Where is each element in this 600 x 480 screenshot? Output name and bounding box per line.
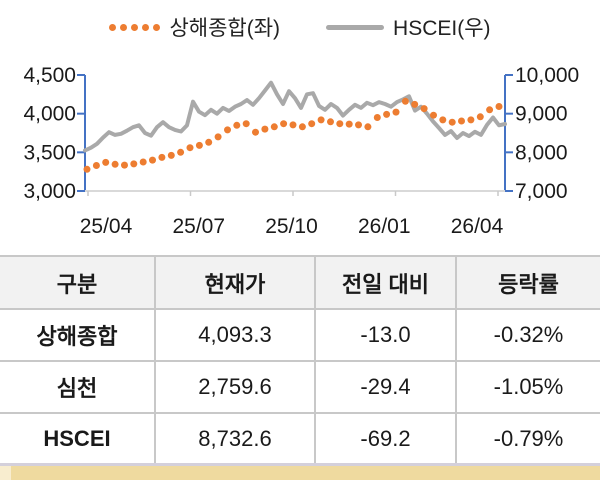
legend-item-hscei: HSCEI(우): [326, 12, 491, 42]
cell-price: 2,759.6: [154, 360, 316, 414]
shanghai-series-dot: [280, 120, 288, 128]
shanghai-series-dot: [252, 128, 259, 136]
shanghai-series-dot: [158, 153, 166, 161]
x-axis-label: 26/01: [358, 215, 411, 238]
left-axis-label: 3,000: [23, 180, 76, 203]
cell-change: -69.2: [314, 412, 457, 466]
legend-item-shanghai: 상해종합(좌): [109, 12, 280, 42]
shanghai-series-dot: [195, 141, 203, 149]
table-bottom-separator: [0, 463, 600, 466]
col-header-pct: 등락률: [455, 255, 600, 310]
shanghai-series-dot: [224, 126, 231, 134]
shanghai-series-dot: [458, 117, 465, 125]
shanghai-series-dot: [345, 120, 353, 128]
shanghai-series-dot: [270, 123, 278, 131]
right-axis-label: 9,000: [515, 103, 568, 126]
cell-pct: -0.79%: [455, 412, 600, 466]
bottom-accent-bar: [0, 466, 600, 480]
shanghai-series-dot: [233, 121, 241, 129]
shanghai-series-dot: [167, 151, 175, 159]
x-axis-label: 25/10: [265, 215, 318, 238]
shanghai-series-dot: [298, 123, 306, 131]
shanghai-dots-swatch: [109, 23, 161, 31]
shanghai-series-dot: [383, 110, 391, 118]
shanghai-series-dot: [261, 125, 269, 133]
shanghai-series-dot: [448, 118, 456, 126]
shanghai-series-dot: [467, 116, 475, 124]
col-header-price: 현재가: [154, 255, 316, 310]
hscei-line-swatch: [326, 24, 385, 30]
table-header-row: 구분 현재가 전일 대비 등락률: [0, 255, 600, 310]
cell-price: 4,093.3: [154, 308, 316, 362]
shanghai-series-dot: [317, 116, 325, 124]
shanghai-series-dot: [205, 138, 213, 146]
shanghai-series-dot: [364, 123, 372, 131]
shanghai-series-dot: [121, 161, 128, 169]
shanghai-series-dot: [186, 144, 194, 152]
left-axis-label: 4,500: [23, 64, 76, 87]
bottom-accent-bar-light-segment: [0, 466, 11, 480]
shanghai-series-dot: [149, 156, 156, 164]
cell-pct: -0.32%: [455, 308, 600, 362]
chart-legend: 상해종합(좌) HSCEI(우): [0, 12, 600, 42]
shanghai-series-dot: [289, 121, 297, 129]
shanghai-series-dot: [392, 108, 400, 116]
shanghai-series-dot: [92, 162, 100, 169]
shanghai-series-dot: [130, 160, 138, 168]
cell-index-name: 심천: [0, 360, 156, 414]
legend-label-hscei: HSCEI(우): [393, 17, 491, 40]
table-row: 심천 2,759.6 -29.4 -1.05%: [0, 360, 600, 414]
x-axis-label: 25/07: [172, 215, 225, 238]
shanghai-series-dot: [242, 120, 250, 128]
cell-price: 8,732.6: [154, 412, 316, 466]
x-axis-label: 26/04: [451, 215, 504, 238]
shanghai-series-dot: [177, 148, 185, 156]
col-header-category: 구분: [0, 255, 156, 310]
shanghai-series-dot: [411, 100, 419, 108]
shanghai-series-dot: [439, 116, 447, 124]
right-axis-label: 8,000: [515, 141, 568, 164]
shanghai-series-dot: [308, 120, 316, 128]
left-axis-label: 3,500: [23, 141, 76, 164]
shanghai-series-dot: [111, 160, 119, 168]
table-row: 상해종합 4,093.3 -13.0 -0.32%: [0, 308, 600, 362]
hscei-series-line: [83, 80, 507, 153]
shanghai-series-dot: [401, 97, 409, 105]
cell-change: -13.0: [314, 308, 457, 362]
shanghai-series-dot: [420, 105, 428, 113]
cell-index-name: 상해종합: [0, 308, 156, 362]
shanghai-series-dot: [327, 118, 334, 126]
shanghai-series-dot: [495, 103, 503, 110]
shanghai-series-dot: [83, 165, 91, 173]
cell-index-name: HSCEI: [0, 412, 156, 466]
shanghai-series-dot: [373, 114, 381, 121]
shanghai-series-dot: [486, 106, 494, 114]
right-axis-label: 10,000: [515, 64, 579, 87]
legend-label-shanghai: 상해종합(좌): [169, 17, 281, 40]
left-axis-label: 4,000: [23, 103, 76, 126]
cell-change: -29.4: [314, 360, 457, 414]
shanghai-series-dot: [214, 133, 222, 141]
col-header-change: 전일 대비: [314, 255, 457, 310]
shanghai-series-dot: [355, 121, 362, 129]
x-axis-label: 25/04: [80, 215, 133, 238]
shanghai-series-dot: [336, 120, 344, 128]
shanghai-series-dot: [430, 111, 437, 119]
right-axis-label: 7,000: [515, 180, 568, 203]
shanghai-series-dot: [139, 158, 147, 166]
table-row: HSCEI 8,732.6 -69.2 -0.79%: [0, 412, 600, 466]
index-table: 구분 현재가 전일 대비 등락률 상해종합 4,093.3 -13.0 -0.3…: [0, 255, 600, 466]
shanghai-series-dot: [102, 158, 110, 166]
cell-pct: -1.05%: [455, 360, 600, 414]
shanghai-series-dot: [476, 113, 484, 121]
index-line-chart: 4,500 4,000 3,500 3,000 10,000 9,000 8,000 7,00…: [23, 64, 579, 238]
